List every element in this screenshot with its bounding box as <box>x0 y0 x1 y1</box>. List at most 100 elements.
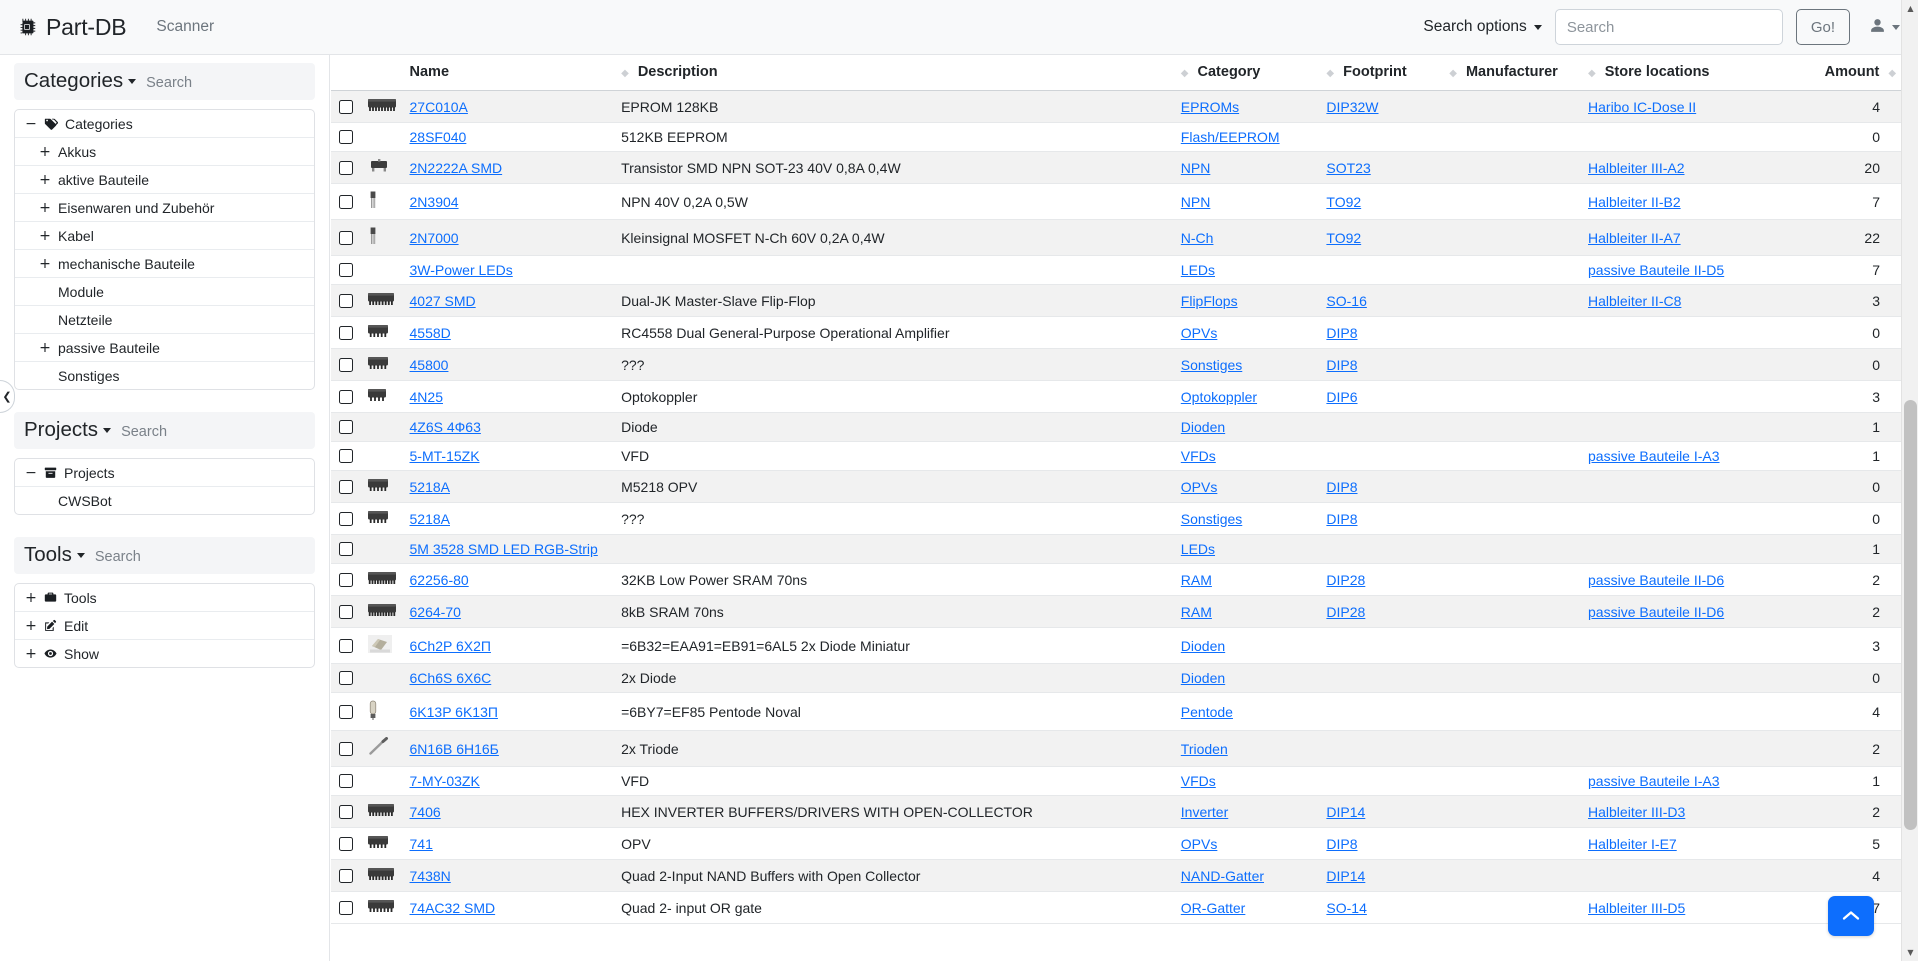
table-row[interactable]: 2N2222A SMD Transistor SMD NPN SOT-23 40V… <box>331 151 1902 184</box>
expand-toggle-icon[interactable]: + <box>39 199 51 216</box>
part-name-cell[interactable]: 7406 <box>401 795 614 828</box>
tree-item-passive-bauteile[interactable]: + passive Bauteile <box>15 334 314 362</box>
table-row[interactable]: 7406 HEX INVERTER BUFFERS/DRIVERS WITH OP… <box>331 795 1902 828</box>
part-category-cell-link[interactable]: Dioden <box>1180 670 1226 686</box>
part-name-cell[interactable]: 74AC32 SMD <box>401 891 614 924</box>
part-category-cell-link[interactable]: LEDs <box>1180 262 1216 278</box>
part-name-cell[interactable]: 7-MY-03ZK <box>401 766 614 796</box>
part-category-cell-link[interactable]: Sonstiges <box>1180 510 1243 527</box>
part-category-cell-link[interactable]: RAM <box>1180 603 1212 620</box>
part-category-cell[interactable]: NPN <box>1172 151 1319 184</box>
part-footprint-cell-link[interactable]: DIP8 <box>1326 510 1358 527</box>
part-footprint-cell-link[interactable]: TO92 <box>1326 193 1362 210</box>
part-name-cell-link[interactable]: 6Ch6S 6X6C <box>409 670 492 686</box>
row-select-cell[interactable] <box>331 692 366 731</box>
row-checkbox[interactable] <box>339 325 353 340</box>
part-name-cell-link[interactable]: 3W-Power LEDs <box>409 262 513 278</box>
part-name-cell-link[interactable]: 4027 SMD <box>409 292 476 309</box>
part-name-cell[interactable]: 62256-80 <box>401 563 614 596</box>
row-select-cell[interactable] <box>331 316 366 349</box>
page-scrollbar[interactable]: ▲ ▼ <box>1901 0 1918 961</box>
part-category-cell[interactable]: Pentode <box>1172 692 1319 731</box>
column-header-name[interactable]: Name <box>401 55 614 91</box>
part-category-cell[interactable]: OPVs <box>1172 827 1319 860</box>
part-category-cell-link[interactable]: LEDs <box>1180 541 1216 557</box>
tree-item-tools[interactable]: + Tools <box>15 584 314 612</box>
part-name-cell-link[interactable]: 5-MT-15ZK <box>409 448 480 464</box>
table-row[interactable]: 6Ch6S 6X6C 2x Diode Dioden 0 <box>331 663 1902 693</box>
tree-item-netzteile[interactable]: Netzteile <box>15 306 314 334</box>
table-row[interactable]: 6264-70 8kB SRAM 70ns RAM DIP28 passive Baut… <box>331 595 1902 628</box>
part-name-cell[interactable]: 5218A <box>401 502 614 535</box>
search-options-dropdown[interactable]: Search options <box>1423 18 1542 36</box>
part-store-location-cell-link[interactable]: passive Bauteile II-D5 <box>1588 262 1725 278</box>
table-row[interactable]: 3W-Power LEDs LEDs passive Bauteile II-D5 7 <box>331 255 1902 285</box>
scrollbar-up-arrow-icon[interactable]: ▲ <box>1907 4 1914 13</box>
part-footprint-cell-link[interactable]: DIP14 <box>1326 803 1366 820</box>
part-name-cell[interactable]: 4N25 <box>401 380 614 413</box>
expand-toggle-icon[interactable]: + <box>39 143 51 160</box>
part-name-cell-link[interactable]: 6264-70 <box>409 603 461 620</box>
expand-toggle-icon[interactable]: + <box>39 227 51 244</box>
part-store-location-cell[interactable]: Halbleiter III-D5 <box>1580 891 1817 924</box>
search-input[interactable] <box>1554 9 1783 45</box>
projects-search-input[interactable] <box>121 424 257 440</box>
row-checkbox[interactable] <box>339 511 353 526</box>
brand-logo[interactable]: Part-DB <box>16 14 127 41</box>
part-name-cell[interactable]: 28SF040 <box>401 122 614 152</box>
part-category-cell-link[interactable]: Inverter <box>1180 803 1229 820</box>
part-category-cell-link[interactable]: VFDs <box>1180 773 1216 789</box>
row-select-cell[interactable] <box>331 563 366 596</box>
table-row[interactable]: 4027 SMD Dual-JK Master-Slave Flip-Flop Fl… <box>331 284 1902 317</box>
part-footprint-cell[interactable]: DIP28 <box>1318 595 1442 628</box>
table-row[interactable]: 4558D RC4558 Dual General-Purpose Operati… <box>331 316 1902 349</box>
row-checkbox[interactable] <box>339 804 353 819</box>
part-footprint-cell[interactable]: DIP6 <box>1318 380 1442 413</box>
part-name-cell[interactable]: 27C010A <box>401 90 614 123</box>
row-checkbox[interactable] <box>339 741 353 756</box>
row-select-cell[interactable] <box>331 470 366 503</box>
part-store-location-cell[interactable]: Halbleiter II-A7 <box>1580 219 1817 256</box>
part-store-location-cell[interactable]: passive Bauteile II-D5 <box>1580 255 1817 285</box>
row-checkbox[interactable] <box>339 638 353 653</box>
part-category-cell-link[interactable]: Optokoppler <box>1180 388 1258 405</box>
part-store-location-cell-link[interactable]: Halbleiter II-B2 <box>1588 193 1681 210</box>
part-category-cell[interactable]: LEDs <box>1172 255 1319 285</box>
table-row[interactable]: 2N3904 NPN 40V 0,2A 0,5W NPN TO92 Halbleiter… <box>331 183 1902 220</box>
part-store-location-cell-link[interactable]: Halbleiter II-C8 <box>1588 292 1682 309</box>
part-store-location-cell-link[interactable]: Haribo IC-Dose II <box>1588 98 1697 115</box>
part-name-cell[interactable]: 741 <box>401 827 614 860</box>
part-store-location-cell-link[interactable]: Halbleiter III-D5 <box>1588 899 1686 916</box>
part-category-cell[interactable]: OPVs <box>1172 316 1319 349</box>
column-header-store-locations[interactable]: ◆ Store locations <box>1580 55 1817 91</box>
part-category-cell-link[interactable]: N-Ch <box>1180 229 1214 246</box>
table-row[interactable]: 7-MY-03ZK VFD VFDs passive Bauteile I-A3 1 <box>331 766 1902 796</box>
part-name-cell[interactable]: 2N3904 <box>401 183 614 220</box>
user-menu[interactable] <box>1869 17 1900 37</box>
part-category-cell[interactable]: NAND-Gatter <box>1172 859 1319 892</box>
part-category-cell[interactable]: EPROMs <box>1172 90 1319 123</box>
part-name-cell[interactable]: 3W-Power LEDs <box>401 255 614 285</box>
tree-item-kabel[interactable]: + Kabel <box>15 222 314 250</box>
row-select-cell[interactable] <box>331 502 366 535</box>
part-footprint-cell-link[interactable]: DIP28 <box>1326 571 1366 588</box>
tree-item-module[interactable]: Module <box>15 278 314 306</box>
part-footprint-cell-link[interactable]: SO-16 <box>1326 292 1367 309</box>
row-select-cell[interactable] <box>331 827 366 860</box>
row-checkbox[interactable] <box>339 160 353 175</box>
tree-item-sonstiges[interactable]: Sonstiges <box>15 362 314 389</box>
part-category-cell-link[interactable]: Dioden <box>1180 637 1226 654</box>
row-checkbox[interactable] <box>339 604 353 619</box>
part-name-cell-link[interactable]: 74AC32 SMD <box>409 899 496 916</box>
part-category-cell[interactable]: NPN <box>1172 183 1319 220</box>
column-header-amount[interactable]: Amount ◆ <box>1816 55 1902 91</box>
part-footprint-cell[interactable]: DIP8 <box>1318 827 1442 860</box>
part-category-cell[interactable]: Dioden <box>1172 627 1319 664</box>
table-row[interactable]: 6K13P 6K13П =6BY7=EF85 Pentode Noval Pento… <box>331 692 1902 731</box>
row-select-cell[interactable] <box>331 151 366 184</box>
row-checkbox[interactable] <box>339 99 353 114</box>
row-select-cell[interactable] <box>331 255 366 285</box>
part-store-location-cell[interactable]: Halbleiter I-E7 <box>1580 827 1817 860</box>
column-header-category[interactable]: ◆ Category <box>1172 55 1319 91</box>
part-footprint-cell[interactable]: DIP28 <box>1318 563 1442 596</box>
